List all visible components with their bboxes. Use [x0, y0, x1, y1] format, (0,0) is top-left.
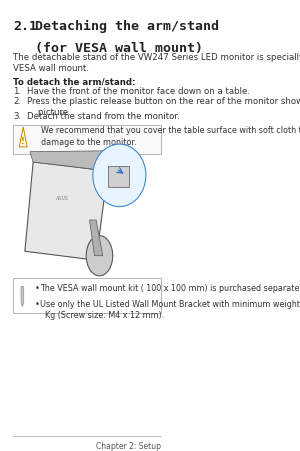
FancyBboxPatch shape [13, 126, 161, 155]
Text: Use only the UL Listed Wall Mount Bracket with minimum weight/load 20
  Kg (Scre: Use only the UL Listed Wall Mount Bracke… [40, 299, 300, 320]
Text: To detach the arm/stand:: To detach the arm/stand: [13, 77, 136, 86]
FancyBboxPatch shape [108, 167, 129, 187]
Text: Detach the stand from the monitor.: Detach the stand from the monitor. [26, 111, 179, 120]
Text: 3.: 3. [13, 111, 21, 120]
Text: Detaching the arm/stand: Detaching the arm/stand [35, 20, 219, 33]
Text: We recommend that you cover the table surface with soft cloth to prevent
damage : We recommend that you cover the table su… [41, 126, 300, 147]
Text: The detachable stand of the VW247 Series LED monitor is specially designed for
V: The detachable stand of the VW247 Series… [13, 53, 300, 74]
Polygon shape [89, 221, 103, 256]
Text: Have the front of the monitor face down on a table.: Have the front of the monitor face down … [26, 87, 250, 96]
Text: •: • [35, 299, 40, 308]
Polygon shape [25, 163, 108, 261]
Polygon shape [19, 128, 27, 147]
Text: •: • [35, 284, 40, 293]
Ellipse shape [93, 145, 146, 207]
Text: 2.1: 2.1 [13, 20, 37, 33]
Text: (for VESA wall mount): (for VESA wall mount) [35, 41, 203, 55]
Text: 1.: 1. [13, 87, 21, 96]
Text: Press the plastic release button on the rear of the monitor shows as below
    p: Press the plastic release button on the … [26, 97, 300, 117]
Text: The VESA wall mount kit ( 100 x 100 mm) is purchased separately.: The VESA wall mount kit ( 100 x 100 mm) … [40, 284, 300, 293]
Text: Chapter 2: Setup: Chapter 2: Setup [96, 441, 161, 450]
Text: !: ! [21, 137, 25, 146]
FancyBboxPatch shape [13, 278, 161, 313]
Polygon shape [30, 152, 108, 171]
Polygon shape [21, 287, 24, 307]
Text: 2.: 2. [13, 97, 21, 106]
Text: ASUS: ASUS [55, 196, 68, 201]
Ellipse shape [86, 236, 113, 276]
